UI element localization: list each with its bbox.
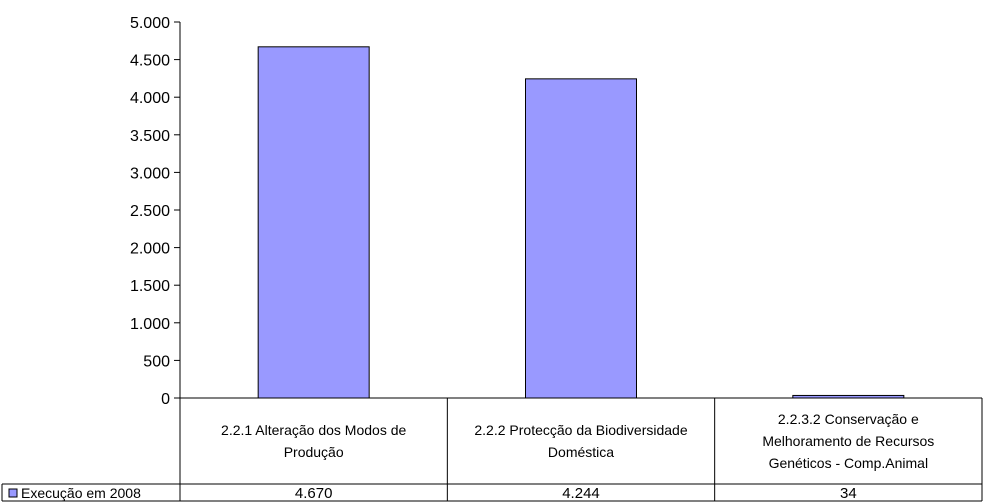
y-tick-label: 3.000 [130,165,170,182]
bar [257,46,370,399]
value-label: 4.244 [562,485,600,502]
legend-swatch [8,488,18,498]
data-table: 2.2.1 Alteração dos Modos de Produção2.2.… [1,397,983,502]
y-tick-label: 4.000 [130,90,170,107]
y-axis-ticks: 0 500 1.000 1.500 2.000 2.500 3.000 3.500 4.000 4… [130,15,180,408]
y-tick-label: 4.500 [130,53,170,70]
value-label: 34 [840,485,857,502]
y-tick-label: 500 [143,353,170,370]
category-label: 2.2.2 Protecção da Biodiversidade Domésti… [474,422,687,460]
category-label-line: 2.2.1 Alteração dos Modos de [221,422,406,438]
bar [525,78,637,399]
category-label-line: Genéticos - Comp.Animal [769,455,929,471]
category-label-line: 2.2.3.2 Conservação e [778,411,919,427]
bars-group [257,46,905,399]
y-tick-label: 1.500 [130,278,170,295]
y-tick-label: 3.500 [130,128,170,145]
category-label-line: Produção [284,444,344,460]
y-tick-label: 2.000 [130,241,170,258]
category-label-line: Doméstica [548,444,614,460]
y-tick-label: 5.000 [130,15,170,32]
category-label-line: 2.2.2 Protecção da Biodiversidade [474,422,687,438]
y-tick-label: 1.000 [130,316,170,333]
y-tick-label: 2.500 [130,203,170,220]
category-label: 2.2.1 Alteração dos Modos de Produção [221,422,406,460]
category-label: 2.2.3.2 Conservação e Melhoramento de Rec… [762,411,934,471]
legend-series-name: Execução em 2008 [21,485,141,501]
category-label-line: Melhoramento de Recursos [762,433,934,449]
y-tick-label: 0 [161,391,170,408]
value-label: 4.670 [295,485,333,502]
